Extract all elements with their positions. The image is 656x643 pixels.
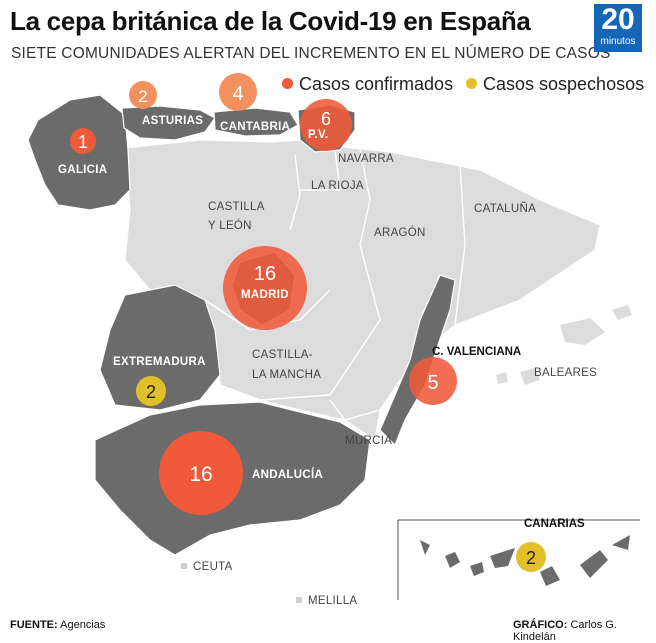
logo-word: minutos: [600, 36, 636, 47]
suspected-dot-icon: [466, 78, 477, 89]
label-extremadura: EXTREMADURA: [113, 356, 206, 368]
label-canarias: CANARIAS: [524, 518, 585, 530]
andalucia-case-circle: [159, 431, 243, 515]
legend-confirmed-label: Casos confirmados: [299, 74, 454, 94]
label-castilla-leon-1: CASTILLA: [208, 201, 265, 213]
footer-graphic: GRÁFICO: Carlos G. Kindelán: [513, 619, 656, 643]
label-murcia: MURCIA: [345, 435, 392, 447]
region-asturias: [121, 105, 216, 141]
extremadura-case-count: 2: [146, 382, 156, 402]
melilla-marker: [296, 597, 302, 603]
label-la-rioja: LA RIOJA: [311, 180, 364, 192]
pv-case-circle: [300, 99, 352, 151]
galicia-case-circle: [70, 128, 96, 154]
canarias-case-circle: [516, 542, 546, 572]
label-andalucia: ANDALUCÍA: [252, 468, 323, 481]
pv-case-count: 6: [321, 109, 331, 129]
source-value: Agencias: [60, 619, 106, 631]
asturias-case-circle: [129, 81, 157, 109]
label-castilla-mancha-1: CASTILLA-: [252, 349, 313, 361]
cantabria-case-circle: [219, 73, 257, 111]
extremadura-case-circle: [136, 376, 166, 406]
label-navarra: NAVARRA: [338, 153, 394, 165]
label-castilla-leon-2: Y LEÓN: [208, 219, 252, 232]
source-label: FUENTE:: [10, 619, 58, 631]
label-melilla: MELILLA: [308, 595, 357, 607]
label-galicia: GALICIA: [58, 164, 107, 176]
canarias-case-count: 2: [526, 548, 536, 568]
footer-source: FUENTE: Agencias: [10, 619, 105, 631]
label-cantabria: CANTABRIA: [220, 121, 290, 133]
valenciana-case-circle: [409, 357, 457, 405]
region-borders: [204, 149, 466, 421]
legend-suspected: Casos sospechosos: [466, 74, 644, 95]
label-asturias: ASTURIAS: [142, 115, 203, 127]
label-castilla-mancha-2: LA MANCHA: [252, 369, 321, 381]
label-valenciana: C. VALENCIANA: [432, 346, 521, 358]
region-cantabria: [213, 107, 299, 137]
madrid-case-count: 16: [254, 263, 276, 285]
map-title: La cepa británica de la Covid-19 en Espa…: [10, 6, 531, 36]
region-canarias: [420, 535, 630, 586]
legend-suspected-label: Casos sospechosos: [483, 74, 645, 94]
asturias-case-count: 2: [138, 87, 147, 106]
label-madrid: MADRID: [241, 289, 289, 301]
ceuta-marker: [181, 563, 187, 569]
andalucia-case-count: 16: [189, 463, 212, 486]
label-aragon: ARAGÓN: [374, 226, 426, 239]
map-subtitle: SIETE COMUNIDADES ALERTAN DEL INCREMENTO…: [11, 45, 611, 62]
region-baleares: [496, 305, 632, 385]
legend-confirmed: Casos confirmados: [282, 74, 453, 95]
logo-number: 20: [601, 3, 635, 36]
confirmed-dot-icon: [282, 78, 293, 89]
graphic-label: GRÁFICO:: [513, 619, 568, 631]
madrid-case-circle: [223, 246, 307, 330]
label-pv: P.V.: [308, 129, 328, 141]
label-ceuta: CEUTA: [193, 561, 233, 573]
region-extremadura: [99, 284, 221, 411]
label-cataluna: CATALUÑA: [474, 202, 536, 215]
cantabria-case-count: 4: [232, 83, 243, 105]
region-valenciana: [379, 274, 456, 447]
valenciana-case-count: 5: [427, 372, 438, 394]
label-baleares: BALEARES: [534, 367, 597, 379]
brand-logo: 20 minutos: [594, 4, 642, 52]
galicia-case-count: 1: [78, 132, 88, 152]
